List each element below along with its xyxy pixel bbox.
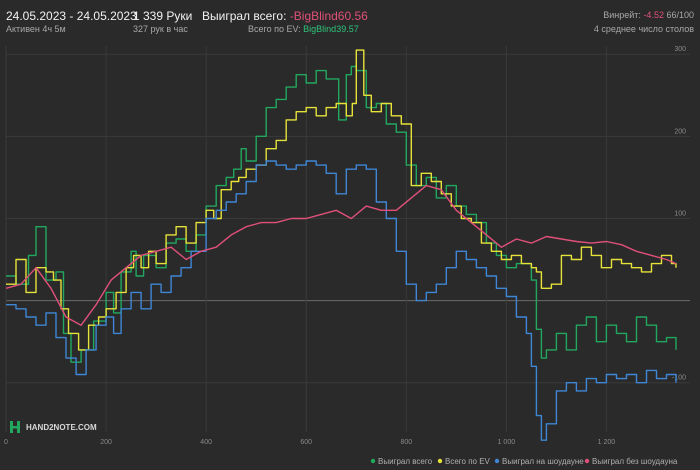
summary-header: 24.05.2023 - 24.05.2023 Активен 4ч 5м 1 … [0,0,700,40]
legend-swatch [494,458,500,464]
total-won: Выиграл всего: -BigBlind60.56 [202,9,368,23]
legend-label: Выиграл без шоудауна [592,457,678,466]
series-lines [5,49,677,441]
logo-text: HAND2NOTE.COM [26,423,97,432]
legend-swatch [437,458,443,464]
total-won-label: Выиграл всего: [202,9,287,23]
y-tick-label: 300 [674,46,686,53]
avg-tables: 4 среднее число столов [593,24,694,34]
x-tick-label: 400 [200,439,212,446]
winrate: Винрейт: -4.52 66/100 [603,10,694,20]
hands-count: 1 339 Руки [133,9,193,23]
y-tick-label: -100 [672,375,686,382]
y-tick-label: 200 [674,128,686,135]
hands-per-hour: 327 рук в час [133,24,188,34]
legend-label: Выиграл на шоудауне [502,457,584,466]
legend-swatch [584,458,590,464]
series-line [5,184,677,326]
legend: Выиграл всего Всего по EV Выиграл на шоуда… [370,457,678,466]
total-ev-label: Всего по EV: [248,24,301,34]
winrate-value: -4.52 [643,10,664,20]
series-line [6,49,677,351]
x-tick-label: 800 [400,439,412,446]
series-line [6,160,677,441]
total-ev: Всего по EV: BigBlind39.57 [248,24,359,34]
logo-mark-bar [10,426,20,429]
legend-label: Выиграл всего [378,457,433,466]
x-tick-label: 600 [300,439,312,446]
active-time: Активен 4ч 5м [6,24,66,34]
date-range: 24.05.2023 - 24.05.2023 [6,9,137,23]
grid [5,46,690,432]
series-line [6,65,677,363]
legend-label: Всего по EV [445,457,491,466]
x-tick-label: 200 [100,439,112,446]
x-tick-label: 0 [4,439,8,446]
x-tick-label: 1 200 [598,439,616,446]
x-tick-label: 1 000 [498,439,516,446]
winrate-label: Винрейт: [603,10,641,20]
total-ev-value: BigBlind39.57 [303,24,359,34]
legend-swatch [370,458,376,464]
y-tick-label: 100 [674,210,686,217]
total-won-value: -BigBlind60.56 [289,9,368,23]
hand2note-logo: HAND2NOTE.COM [10,421,97,433]
winrate-scale: 66/100 [666,10,694,20]
